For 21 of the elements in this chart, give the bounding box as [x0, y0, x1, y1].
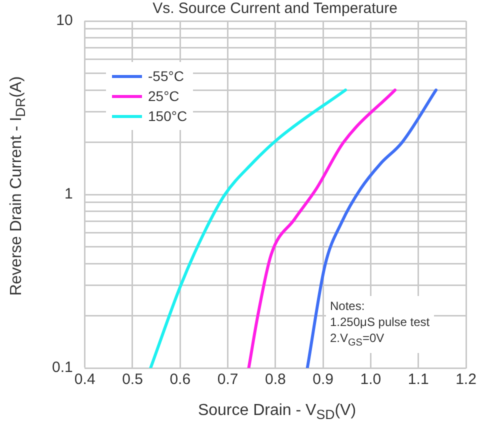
legend-label: 25°C [147, 87, 180, 106]
legend-label: -55°C [147, 67, 185, 86]
x-tick-label: 0.5 [122, 371, 143, 388]
x-tick-label: 0.8 [264, 371, 286, 388]
x-tick-label: 0.7 [217, 371, 238, 388]
y-tick-label: 1 [64, 186, 73, 203]
x-axis-title: Source Drain - V$_{SD}$(V) [196, 402, 358, 422]
x-tick-label: 1.2 [456, 371, 476, 388]
x-tick-label: 1.1 [408, 371, 429, 388]
legend-label: 150°C [147, 107, 188, 126]
chart-title: Vs. Source Current and Temperature [152, 0, 398, 17]
line-series [306, 88, 438, 368]
y-tick-label: 0.1 [52, 359, 73, 376]
annotation: Notes: [330, 298, 366, 314]
annotation: 2.V$_{GS}$=0V [330, 330, 386, 350]
y-tick-label: 10 [56, 12, 73, 30]
x-tick-label: 1.0 [360, 371, 382, 388]
x-tick-label: 0.9 [312, 371, 334, 388]
x-tick-label: 0.6 [170, 371, 191, 388]
x-tick-label: 0.4 [74, 371, 96, 388]
annotation: 1.250μS pulse test [330, 314, 430, 330]
